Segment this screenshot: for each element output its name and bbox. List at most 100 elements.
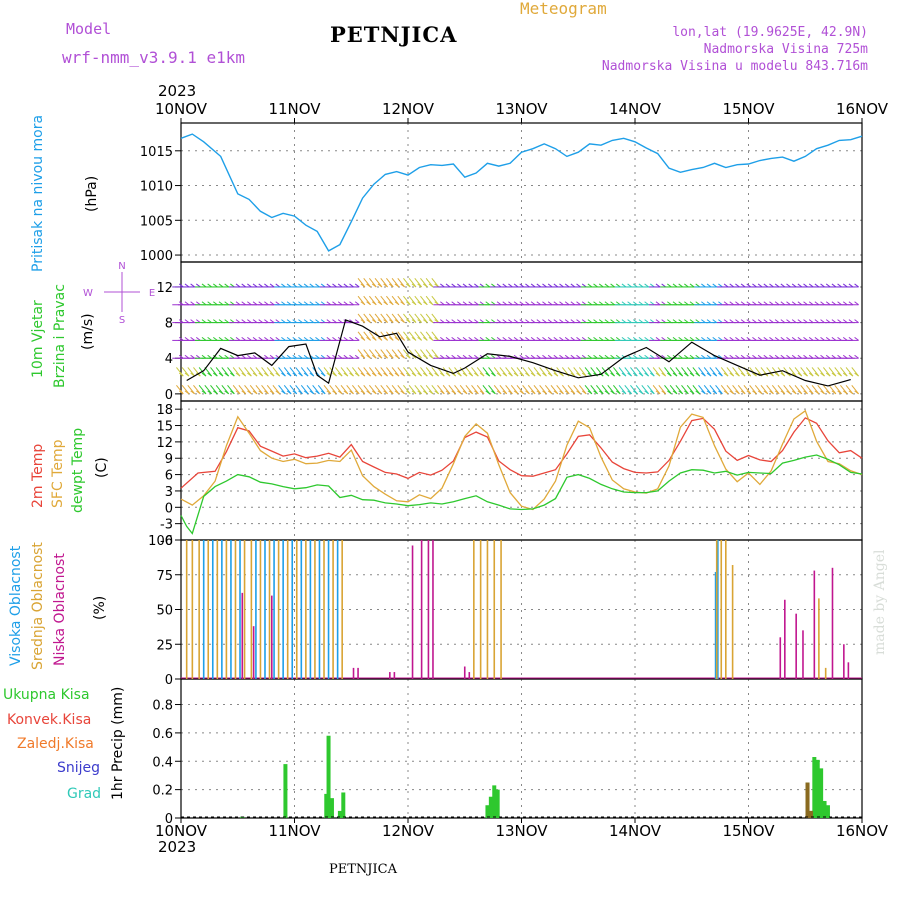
- wind-arrow-head: [485, 390, 491, 395]
- wind-arrow-head: [332, 390, 337, 395]
- wind-arrow-head: [593, 390, 598, 395]
- wind-arrow-head: [746, 390, 752, 395]
- wind-arrow-head: [746, 372, 752, 377]
- wind-arrow-head: [684, 390, 689, 395]
- wind-arrow-head: [428, 354, 434, 359]
- wind-arrow-head: [774, 372, 780, 377]
- wind-arrow-head: [422, 372, 428, 377]
- wind-arrow-head: [388, 337, 394, 341]
- wind-arrow-head: [513, 372, 519, 377]
- precip-legend-frozen: Zaledj.Kisa: [17, 736, 94, 752]
- wind-arrow-head: [422, 319, 428, 323]
- wind-arrow-head: [230, 390, 235, 395]
- wind-arrow-head: [525, 390, 530, 395]
- wind-arrow-head: [394, 354, 400, 359]
- compass-n-label: N: [118, 261, 125, 272]
- wind-arrow-head: [258, 390, 264, 395]
- wind-arrow-head: [678, 372, 683, 377]
- temp-line-0: [180, 417, 863, 489]
- wind-arrow-head: [604, 390, 610, 395]
- wind-arrow-head: [536, 372, 542, 377]
- wind-arrow-head: [854, 283, 859, 288]
- wind-arrow-head: [729, 390, 735, 395]
- wind-arrow-head: [190, 372, 195, 377]
- wind-arrow-head: [491, 372, 496, 377]
- wind-arrow-head: [383, 354, 388, 359]
- precip-bar: [492, 785, 497, 818]
- wind-arrow-head: [247, 390, 252, 395]
- wind-arrow-head: [360, 337, 366, 341]
- precip-bar: [485, 805, 490, 818]
- y-tick-label: 1010: [140, 180, 173, 195]
- x-tick-label-bottom: 11NOV: [268, 822, 321, 840]
- wind-arrow-head: [763, 390, 769, 395]
- wind-arrow-head: [383, 283, 388, 288]
- wind-arrow-head: [292, 390, 298, 395]
- wind-arrow-head: [235, 390, 241, 395]
- wind-arrow-head: [292, 372, 298, 377]
- wind-arrow-head: [434, 372, 439, 377]
- wind-arrow-head: [417, 283, 422, 288]
- wind-arrow-head: [195, 372, 201, 377]
- wind-arrow-head: [184, 390, 190, 395]
- wind-arrow-head: [298, 390, 303, 395]
- precip-bar: [825, 805, 830, 818]
- precip-bar: [812, 757, 817, 818]
- precip-bar: [326, 735, 331, 818]
- wind-arrow-head: [383, 337, 388, 341]
- wind-arrow-head: [383, 372, 388, 377]
- wind-arrow-head: [360, 283, 366, 288]
- wind-arrow-head: [366, 372, 371, 377]
- wind-arrow-head: [632, 372, 638, 377]
- wind-arrow-head: [377, 283, 383, 288]
- wind-arrow-head: [559, 390, 564, 395]
- wind-arrow-head: [230, 372, 235, 377]
- precip-bar: [329, 798, 334, 818]
- wind-arrow-head: [655, 390, 661, 395]
- wind-arrow-head: [400, 319, 405, 323]
- wind-arrow-head: [445, 390, 451, 395]
- wind-arrow-head: [394, 372, 400, 377]
- wind-arrow-head: [842, 390, 848, 395]
- y-tick-label: 8: [165, 317, 173, 332]
- wind-arrow-head: [547, 372, 553, 377]
- wind-arrow-head: [468, 390, 473, 395]
- panel-frame: [180, 122, 863, 263]
- station-title: PETNJICA: [330, 22, 458, 47]
- y-tick-label: 25: [156, 638, 173, 653]
- wind-arrow-head: [377, 319, 383, 323]
- precip-legend-total: Ukupna Kisa: [3, 687, 90, 703]
- wind-arrow-head: [831, 372, 837, 377]
- elevation-label: Nadmorska Visina 725m: [703, 42, 868, 57]
- wind-arrow-head: [286, 372, 292, 377]
- wind-arrow-head: [661, 372, 666, 377]
- wind-arrow-head: [383, 390, 388, 395]
- y-tick-label: 0: [165, 501, 173, 516]
- wind-arrow-head: [519, 390, 525, 395]
- temp-line-2: [180, 454, 863, 535]
- wind-arrow-head: [615, 390, 621, 395]
- x-tick-label-bottom: 15NOV: [722, 822, 775, 840]
- wind-arrow-head: [791, 390, 797, 395]
- wind-arrow-head: [366, 283, 371, 288]
- x-tick-label-bottom: 12NOV: [382, 822, 435, 840]
- wind-arrow-head: [689, 390, 695, 395]
- y-tick-label: 4: [165, 352, 173, 367]
- wind-arrow-head: [252, 390, 258, 395]
- wind-arrow-head: [315, 390, 320, 395]
- wind-arrow-head: [281, 372, 286, 377]
- wind-arrow-head: [349, 390, 354, 395]
- wind-arrow-head: [303, 372, 309, 377]
- wind-arrow-head: [354, 337, 360, 341]
- wind-arrow-head: [508, 372, 513, 377]
- precip-bar: [488, 796, 493, 818]
- wind-arrow-head: [371, 337, 377, 341]
- wind-arrow-head: [638, 390, 644, 395]
- meteogram-label: Meteogram: [520, 0, 607, 18]
- wind-arrow-head: [388, 354, 394, 359]
- wind-arrow-head: [854, 354, 859, 359]
- wind-arrow-head: [371, 390, 377, 395]
- y-tick-label: 0.2: [152, 784, 173, 799]
- wind-arrow-head: [332, 372, 337, 377]
